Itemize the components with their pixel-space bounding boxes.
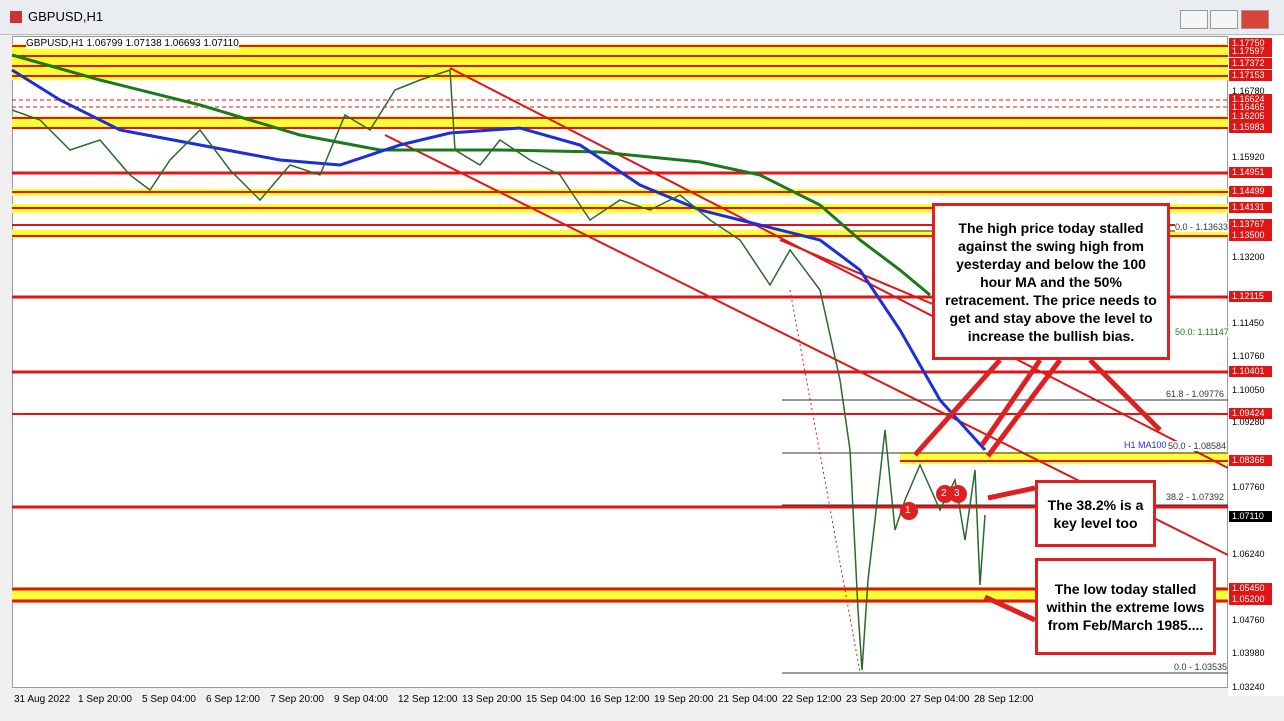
price-label: 1.08366 — [1229, 455, 1272, 466]
price-label: 1.17597 — [1229, 46, 1272, 57]
annotation: The low today stalled within the extreme… — [1035, 558, 1216, 655]
price-label: 1.16780 — [1232, 86, 1265, 96]
time-label: 27 Sep 04:00 — [910, 694, 970, 705]
level-label: 50.0: 1.11147 — [1175, 327, 1229, 337]
close[interactable] — [1241, 10, 1269, 29]
maximize[interactable] — [1210, 10, 1238, 29]
price-label: 1.14131 — [1229, 202, 1272, 213]
marker-label: 3 — [954, 488, 960, 499]
price-label: 1.17372 — [1229, 58, 1272, 69]
price-label: 1.03980 — [1232, 648, 1265, 658]
time-label: 16 Sep 12:00 — [590, 694, 650, 705]
level-label: H1 MA100 — [1124, 440, 1167, 450]
window-title: GBPUSD,H1 — [28, 9, 104, 24]
price-label: 1.16205 — [1229, 111, 1272, 122]
arrows — [913, 358, 1162, 623]
price-label: 1.16465 — [1229, 102, 1272, 113]
price-label: 1.09280 — [1232, 417, 1265, 427]
price-label: 1.09424 — [1229, 408, 1272, 419]
time-label: 13 Sep 20:00 — [462, 694, 522, 705]
time-label: 15 Sep 04:00 — [526, 694, 586, 705]
marker-label: 2 — [941, 488, 947, 499]
time-label: 19 Sep 20:00 — [654, 694, 714, 705]
price-label: 1.17750 — [1229, 38, 1272, 49]
time-label: 23 Sep 20:00 — [846, 694, 906, 705]
price-label: 1.04760 — [1232, 615, 1265, 625]
title-bar: GBPUSD,H1 — [0, 0, 1284, 35]
price-label: 1.17153 — [1229, 70, 1272, 81]
price-label: 1.15983 — [1229, 122, 1272, 133]
time-label: 7 Sep 20:00 — [270, 694, 324, 705]
price-label: 1.05450 — [1229, 583, 1272, 594]
level-label: 0.0 - 1.13633 — [1175, 222, 1229, 232]
time-label: 6 Sep 12:00 — [206, 694, 260, 705]
time-label: 21 Sep 04:00 — [718, 694, 778, 705]
price-label: 1.16624 — [1229, 94, 1272, 105]
time-label: 28 Sep 12:00 — [974, 694, 1034, 705]
time-label: 22 Sep 12:00 — [782, 694, 842, 705]
price-label: 1.12115 — [1229, 291, 1272, 302]
chart-area — [12, 36, 1228, 688]
level-label: 50.0 - 1.08584 — [1168, 441, 1227, 451]
icon — [10, 11, 22, 23]
price-label: 1.13767 — [1229, 219, 1272, 230]
level-label: 38.2 - 1.07392 — [1166, 492, 1225, 502]
price-label: 1.07110 — [1229, 511, 1272, 522]
marker-label: 1 — [905, 505, 911, 516]
price-label: 1.10050 — [1232, 385, 1265, 395]
price-label: 1.11450 — [1232, 318, 1264, 328]
annotation: The 38.2% is a key level too — [1035, 480, 1156, 547]
price-label: 1.14499 — [1229, 186, 1272, 197]
minimize[interactable] — [1180, 10, 1208, 29]
price-line — [11, 68, 986, 671]
time-label: 1 Sep 20:00 — [78, 694, 132, 705]
level-label: 61.8 - 1.09776 — [1166, 389, 1225, 399]
time-label: 12 Sep 12:00 — [398, 694, 458, 705]
price-label: 1.05200 — [1229, 594, 1272, 605]
time-label: 9 Sep 04:00 — [334, 694, 388, 705]
price-label: 1.13500 — [1229, 230, 1272, 241]
ma-200 — [11, 53, 931, 297]
price-label: 1.14951 — [1229, 167, 1272, 178]
price-label: 1.10760 — [1232, 351, 1265, 361]
price-label: 1.03240 — [1232, 682, 1265, 692]
price-label: 1.13200 — [1232, 252, 1265, 262]
marker-dots — [900, 485, 967, 520]
price-label: 1.10401 — [1229, 366, 1272, 377]
time-label: 31 Aug 2022 — [14, 694, 71, 705]
price-label: 1.07760 — [1232, 482, 1265, 492]
price-label: 1.15920 — [1232, 152, 1265, 162]
time-label: 5 Sep 04:00 — [142, 694, 196, 705]
chart-header: GBPUSD,H1 1.06799 1.07138 1.06693 1.0711… — [26, 38, 239, 49]
price-label: 1.06240 — [1232, 549, 1265, 559]
level-label: 0.0 - 1.03535 — [1174, 662, 1228, 672]
annotation: The high price today stalled against the… — [932, 203, 1170, 360]
